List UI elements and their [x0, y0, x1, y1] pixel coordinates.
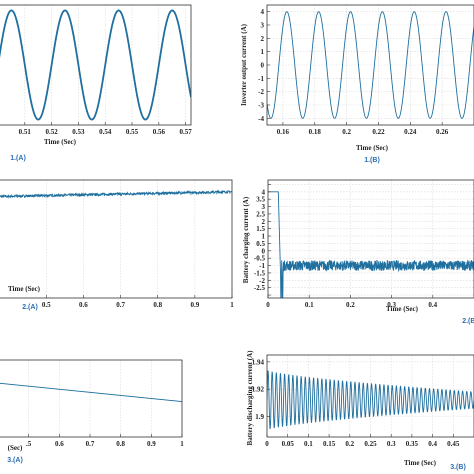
y-tick-label: -2.5 [254, 284, 266, 292]
x-tick-label: 1 [230, 301, 234, 309]
y-tick-label: 2 [261, 35, 265, 43]
x-tick-label: 0.18 [309, 128, 322, 136]
x-tick-label: 0.4 [428, 440, 437, 448]
x-tick-label: 0.16 [277, 128, 290, 136]
x-tick-label: 0.52 [45, 128, 58, 136]
x-tick-label: 0.54 [99, 128, 112, 136]
chart-panel-p2a: 0.5 0.6 0.7 0.8 0.9 1 Time (Sec) 2.(A) [0, 179, 234, 311]
y-tick-label: 1.92 [252, 386, 265, 394]
y-tick-label: 1 [262, 233, 266, 241]
y-tick-label: -2 [259, 277, 265, 285]
y-tick-label: 1 [261, 48, 265, 56]
x-tick-label: 0.25 [364, 440, 377, 448]
x-tick-label: 0.55 [126, 128, 139, 136]
series-line-0 [267, 370, 474, 430]
series-line-0 [0, 189, 232, 199]
x-tick-label: 0.26 [436, 128, 449, 136]
x-tick-label: 0.57 [180, 128, 193, 136]
y-tick-label: 0 [261, 62, 265, 70]
y-tick-label: -4 [258, 115, 264, 123]
chart-panel-p1a: 0.51 0.52 0.53 0.54 0.55 0.56 0.57 Time (Sec) 1.… [0, 4, 193, 162]
x-tick-label: 0.8 [116, 440, 125, 448]
x-tick-label: 0.7 [116, 301, 125, 309]
y-tick-label: 2.5 [256, 210, 265, 218]
x-tick-label: 0.53 [72, 128, 85, 136]
panel-caption: 2.(B) [462, 318, 474, 325]
y-tick-label: 1.94 [252, 358, 265, 366]
x-tick-label: 0.15 [323, 440, 336, 448]
panel-caption: 1.(A) [10, 155, 26, 162]
y-axis-label: Battery discharging current (A) [246, 350, 254, 446]
x-tick-label: 0.6 [79, 301, 88, 309]
y-tick-label: -0.5 [254, 255, 266, 263]
x-tick-label: 0.24 [404, 128, 417, 136]
panel-caption: 3.(A) [7, 457, 23, 464]
series-line-0 [0, 9, 191, 121]
x-tick-label: 0.3 [387, 440, 396, 448]
chart-panel-p2b: 0 0.1 0.2 0.3 0.4-2.5-2-1.5-1-0.500.511.522.… [242, 179, 474, 325]
x-tick-label: 0.3 [387, 301, 396, 309]
y-axis-label: Inverter output current (A) [240, 23, 248, 106]
x-axis-label: Time (Sec) [356, 144, 389, 152]
series-line-0 [268, 191, 474, 298]
panel-caption: 3.(B) [450, 464, 466, 471]
plot-frame [0, 179, 233, 299]
panel-caption: 2.(A) [22, 304, 38, 311]
x-tick-label: 1 [180, 440, 184, 448]
x-axis-label: Time (Sec) [404, 459, 437, 467]
y-tick-label: -2 [258, 88, 264, 96]
panel-caption: 1.(B) [364, 157, 380, 164]
x-axis-label: Time (Sec) [44, 138, 77, 146]
x-tick-label: 0.2 [346, 301, 355, 309]
x-tick-label: 0.2 [345, 440, 354, 448]
y-tick-label: -1 [258, 75, 264, 83]
series-line-0 [0, 382, 182, 403]
x-tick-label: 0.1 [304, 440, 313, 448]
x-axis-label: Time (Sec) [386, 305, 419, 313]
x-tick-label: 0.22 [372, 128, 385, 136]
x-tick-label: 0.7 [86, 440, 95, 448]
plot-frame [0, 4, 192, 126]
x-tick-label: 0.05 [282, 440, 295, 448]
x-tick-label: 0.2 [342, 128, 351, 136]
x-tick-label: 0.4 [428, 301, 437, 309]
x-tick-label: 0.51 [19, 128, 32, 136]
x-tick-label: 0 [265, 440, 269, 448]
chart-panel-p3a: .5 0.6 0.7 0.8 0.9 1 (Sec) 3.(A) [0, 359, 184, 464]
x-tick-label: 0.5 [42, 301, 51, 309]
y-tick-label: 1.9 [255, 413, 264, 421]
x-tick-label: 0.6 [55, 440, 64, 448]
y-tick-label: 0 [262, 247, 266, 255]
chart-panel-p1b: 0.16 0.18 0.2 0.22 0.24 0.26 -4 -3 -2 -1 0 1 2 3 4 Time… [240, 4, 474, 164]
y-tick-label: 2 [262, 218, 266, 226]
x-tick-label: 0.45 [447, 440, 460, 448]
x-tick-label: 0.56 [153, 128, 166, 136]
plot-frame [267, 179, 474, 299]
x-tick-label: 0 [266, 301, 270, 309]
x-axis-label: (Sec) [8, 444, 23, 452]
series-line-0 [267, 11, 474, 119]
y-tick-label: 3 [262, 203, 266, 211]
y-tick-label: 3 [261, 22, 265, 30]
y-tick-label: 0.5 [256, 240, 265, 248]
y-tick-label: -1 [259, 262, 265, 270]
y-tick-label: -1.5 [254, 269, 266, 277]
y-tick-label: 3.5 [256, 196, 265, 204]
y-tick-label: -3 [258, 102, 264, 110]
chart-panel-p3b: 0 0.05 0.1 0.15 0.2 0.25 0.3 0.35 0.4 0.45 1.9 1.92… [246, 350, 474, 471]
y-tick-label: 4 [261, 8, 265, 16]
y-tick-label: 4 [262, 188, 266, 196]
y-axis-label: Battery charging current (A) [242, 196, 250, 283]
x-axis-label: Time (Sec) [8, 285, 41, 293]
x-tick-label: 0.8 [153, 301, 162, 309]
y-tick-label: 1.5 [256, 225, 265, 233]
x-tick-label: 0.9 [147, 440, 156, 448]
x-tick-label: 0.1 [305, 301, 314, 309]
x-tick-label: .5 [26, 440, 32, 448]
x-tick-label: 0.35 [406, 440, 419, 448]
x-tick-label: 0.9 [190, 301, 199, 309]
